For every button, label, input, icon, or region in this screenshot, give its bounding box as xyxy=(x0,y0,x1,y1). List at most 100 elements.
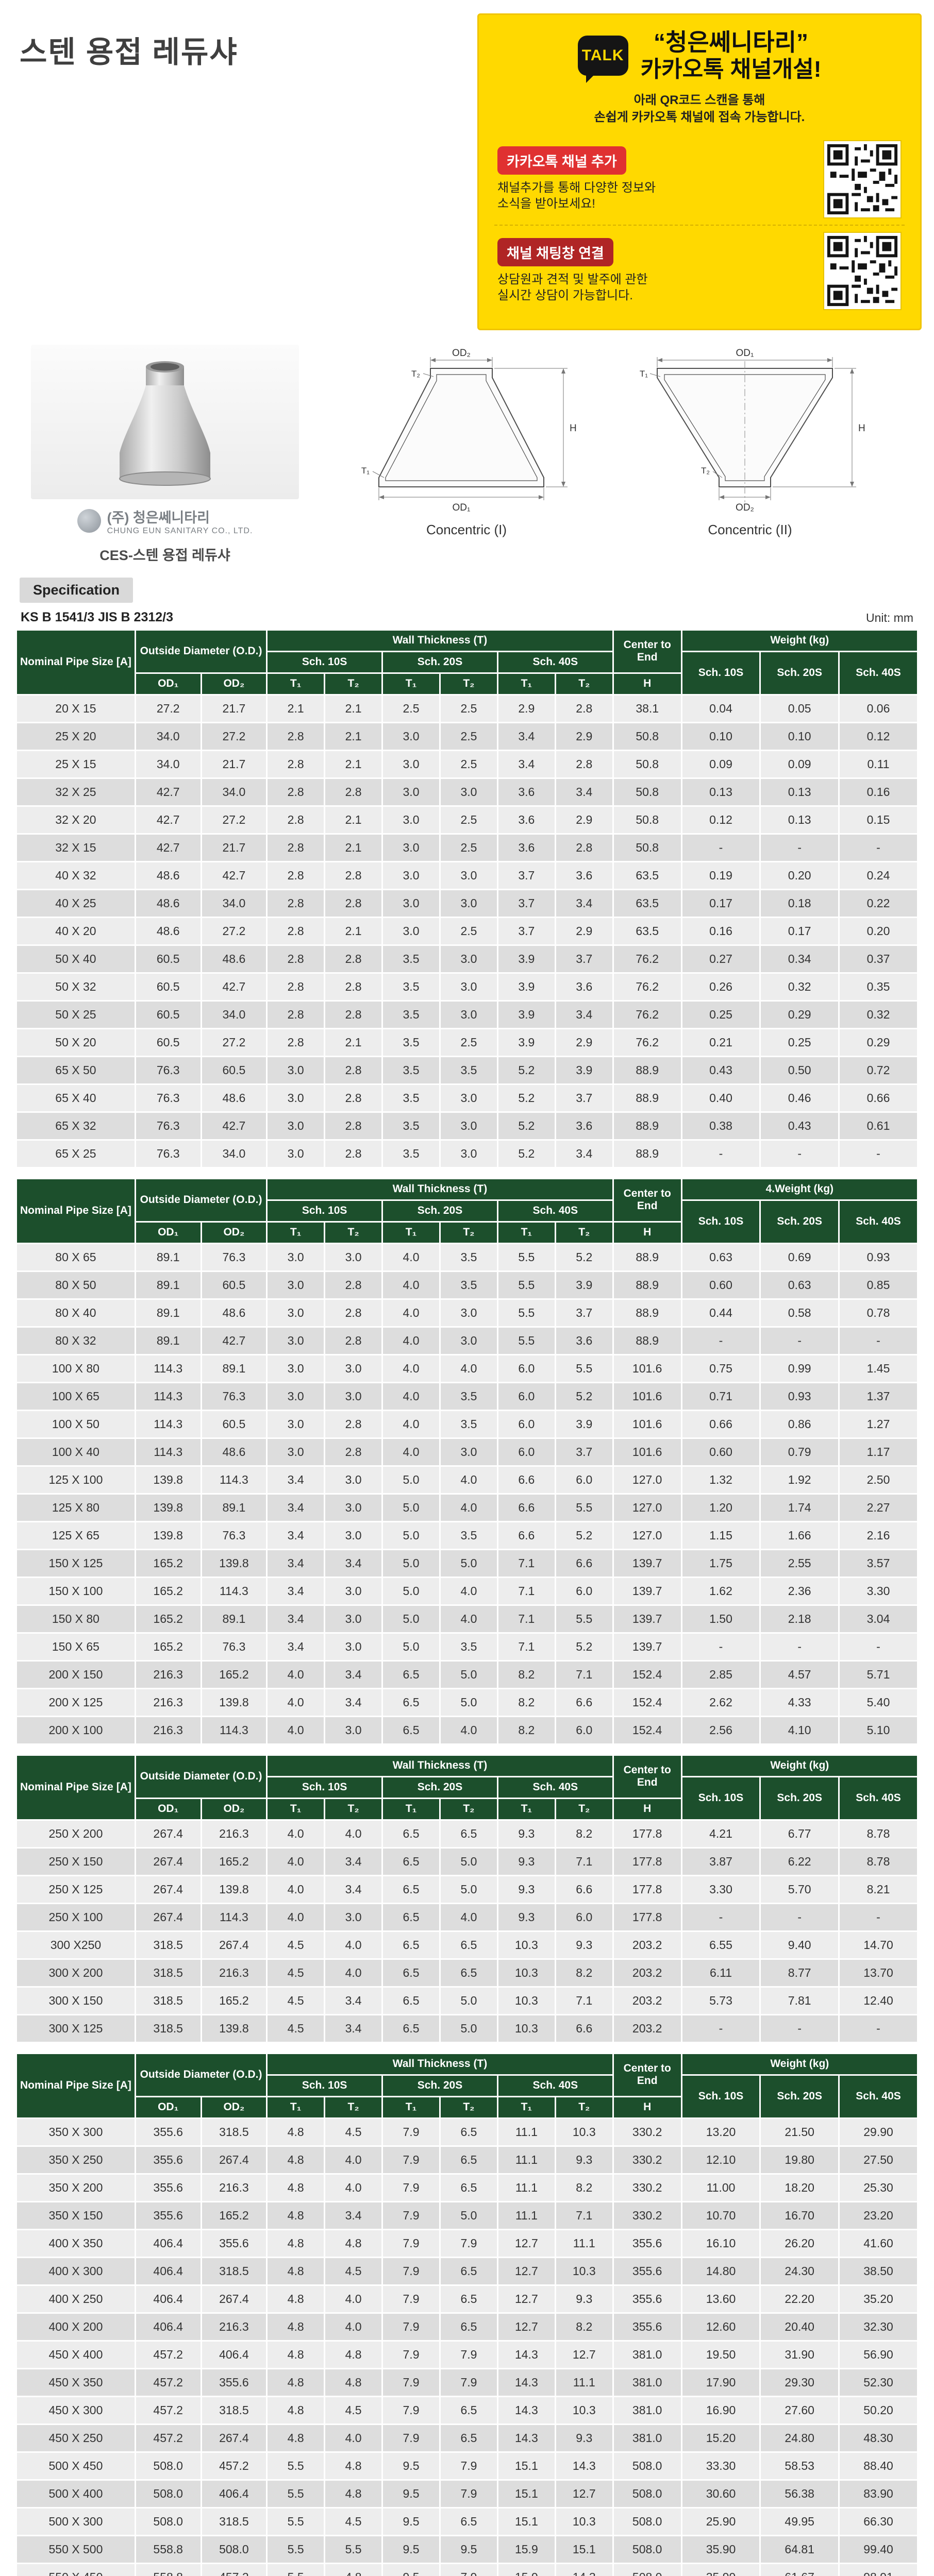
pipe-size-cell: 500 X 450 xyxy=(15,2451,136,2481)
value-cell: 2.1 xyxy=(324,805,383,835)
value-cell: - xyxy=(680,833,761,862)
value-cell: 2.56 xyxy=(680,1715,761,1745)
value-cell: 5.0 xyxy=(439,1548,498,1578)
value-cell: 5.0 xyxy=(381,1576,441,1606)
value-cell: 0.63 xyxy=(680,1242,761,1272)
value-cell: 12.10 xyxy=(680,2145,761,2175)
value-cell: 4.0 xyxy=(439,1465,498,1495)
diagram-concentric-2: OD₁ OD₂ H xyxy=(624,345,876,538)
value-cell: 2.8 xyxy=(266,749,326,779)
value-cell: 0.71 xyxy=(680,1381,761,1411)
value-cell: 127.0 xyxy=(612,1520,682,1550)
col-od2: OD₂ xyxy=(200,2095,268,2119)
col-od2: OD₂ xyxy=(200,1221,268,1244)
value-cell: 15.1 xyxy=(554,2534,614,2564)
value-cell: 48.6 xyxy=(200,1083,268,1113)
value-cell: 76.3 xyxy=(200,1520,268,1550)
value-cell: 114.3 xyxy=(134,1381,202,1411)
pipe-size-cell: 80 X 50 xyxy=(15,1270,136,1300)
table-row: 125 X 65 139.8 76.3 3.4 3.0 5.0 3.5 6.6 5.2 127.0… xyxy=(15,1520,919,1550)
pipe-size-cell: 25 X 20 xyxy=(15,721,136,751)
value-cell: 11.1 xyxy=(554,2367,614,2397)
value-cell: 1.62 xyxy=(680,1576,761,1606)
table-row: 25 X 15 34.0 21.7 2.8 2.1 3.0 2.5 3.4 2.8 50.8 0.0… xyxy=(15,749,919,779)
value-cell: 7.9 xyxy=(439,2562,498,2576)
value-cell: 4.0 xyxy=(381,1353,441,1383)
value-cell: 3.5 xyxy=(381,1055,441,1085)
value-cell: 10.3 xyxy=(496,1958,556,1988)
value-cell: - xyxy=(759,1632,840,1662)
value-cell: 9.40 xyxy=(759,1930,840,1960)
value-cell: 3.0 xyxy=(266,1083,326,1113)
value-cell: 139.8 xyxy=(134,1465,202,1495)
value-cell: 6.5 xyxy=(381,1687,441,1717)
value-cell: 139.8 xyxy=(200,2013,268,2043)
value-cell: 7.1 xyxy=(554,1846,614,1876)
col-od1: OD₁ xyxy=(134,1797,202,1821)
value-cell: 6.22 xyxy=(759,1846,840,1876)
value-cell: 89.1 xyxy=(200,1353,268,1383)
table-row: 50 X 20 60.5 27.2 2.8 2.1 3.5 2.5 3.9 2.9 76.2 0.2… xyxy=(15,1027,919,1057)
value-cell: - xyxy=(759,2013,840,2043)
value-cell: 139.8 xyxy=(134,1493,202,1522)
value-cell: 101.6 xyxy=(612,1409,682,1439)
value-cell: 2.8 xyxy=(266,721,326,751)
value-cell: 7.1 xyxy=(496,1632,556,1662)
value-cell: 21.7 xyxy=(200,693,268,723)
value-cell: 114.3 xyxy=(134,1353,202,1383)
value-cell: 16.10 xyxy=(680,2228,761,2258)
value-cell: 2.9 xyxy=(496,693,556,723)
value-cell: 4.5 xyxy=(266,1986,326,2015)
value-cell: 406.4 xyxy=(200,2479,268,2509)
value-cell: 3.7 xyxy=(554,1298,614,1328)
value-cell: 88.9 xyxy=(612,1298,682,1328)
value-cell: 9.5 xyxy=(381,2506,441,2536)
value-cell: 5.0 xyxy=(439,1986,498,2015)
value-cell: 14.3 xyxy=(496,2340,556,2369)
value-cell: - xyxy=(759,1902,840,1932)
table-row: 65 X 25 76.3 34.0 3.0 2.8 3.5 3.0 5.2 3.4 88.9- - - xyxy=(15,1139,919,1168)
dim-label-od-top: OD₂ xyxy=(452,348,471,359)
value-cell: 3.9 xyxy=(554,1055,614,1085)
value-cell: 4.8 xyxy=(324,2479,383,2509)
value-cell: 203.2 xyxy=(612,1986,682,2015)
value-cell: 3.9 xyxy=(554,1409,614,1439)
value-cell: 165.2 xyxy=(200,2200,268,2230)
value-cell: 3.0 xyxy=(439,888,498,918)
value-cell: 3.5 xyxy=(439,1242,498,1272)
value-cell: 76.3 xyxy=(200,1381,268,1411)
value-cell: 508.0 xyxy=(612,2534,682,2564)
table-row: 400 X 350 406.4 355.6 4.8 4.8 7.9 7.9 12.7 11.1 3… xyxy=(15,2228,919,2258)
value-cell: 48.6 xyxy=(200,944,268,974)
value-cell: 267.4 xyxy=(200,1930,268,1960)
value-cell: 3.4 xyxy=(266,1520,326,1550)
value-cell: 355.6 xyxy=(134,2117,202,2147)
value-cell: 89.1 xyxy=(134,1270,202,1300)
value-cell: 27.60 xyxy=(759,2395,840,2425)
value-cell: 203.2 xyxy=(612,2013,682,2043)
value-cell: 15.1 xyxy=(496,2506,556,2536)
value-cell: 6.6 xyxy=(554,1874,614,1904)
value-cell: 2.8 xyxy=(266,944,326,974)
value-cell: 4.8 xyxy=(324,2451,383,2481)
value-cell: 5.0 xyxy=(381,1548,441,1578)
value-cell: 11.1 xyxy=(554,2228,614,2258)
pipe-size-cell: 20 X 15 xyxy=(15,693,136,723)
value-cell: 88.9 xyxy=(612,1055,682,1085)
value-cell: 4.8 xyxy=(266,2145,326,2175)
value-cell: 25.30 xyxy=(838,2173,919,2202)
value-cell: 5.0 xyxy=(439,1846,498,1876)
value-cell: 4.21 xyxy=(680,1819,761,1849)
value-cell: 3.0 xyxy=(324,1493,383,1522)
value-cell: 60.5 xyxy=(134,1027,202,1057)
value-cell: 8.77 xyxy=(759,1958,840,1988)
table-row: 50 X 25 60.5 34.0 2.8 2.8 3.5 3.0 3.9 3.4 76.2 0.2… xyxy=(15,999,919,1029)
value-cell: 508.0 xyxy=(612,2562,682,2576)
value-cell: 76.2 xyxy=(612,972,682,1002)
value-cell: 3.7 xyxy=(554,1083,614,1113)
value-cell: - xyxy=(838,1326,919,1355)
pipe-size-cell: 500 X 400 xyxy=(15,2479,136,2509)
value-cell: 4.8 xyxy=(266,2200,326,2230)
col-t1: T₁ xyxy=(496,1221,556,1244)
value-cell: - xyxy=(759,1139,840,1168)
